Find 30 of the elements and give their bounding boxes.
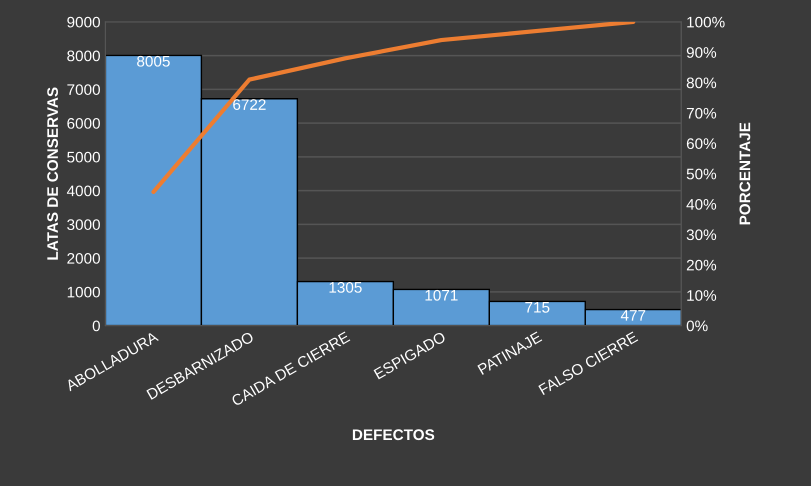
y-tick-label: 5000 xyxy=(67,152,100,163)
y2-tick-label: 100% xyxy=(687,16,725,28)
y2-tick-label: 80% xyxy=(686,77,716,88)
y-tick-label: 4000 xyxy=(66,185,100,196)
data-label: 715 xyxy=(525,302,550,313)
y2-tick-label: 0% xyxy=(686,320,708,332)
y2-tick-label: 40% xyxy=(686,198,716,210)
y2-tick-label: 20% xyxy=(686,260,716,271)
data-label: 1071 xyxy=(425,290,458,301)
y-tick-label: 1000 xyxy=(68,286,100,298)
y2-tick-label: 50% xyxy=(686,168,716,180)
y-tick-label: 9000 xyxy=(67,16,100,28)
y2-tick-label: 60% xyxy=(686,138,716,150)
y-axis-title: LATAS DE CONSERVAS xyxy=(47,87,58,260)
y-tick-label: 0 xyxy=(92,320,100,332)
data-label: 6722 xyxy=(233,99,266,110)
y-tick-label: 7000 xyxy=(67,84,100,96)
y2-tick-label: 70% xyxy=(686,108,716,119)
y-tick-label: 8000 xyxy=(67,50,100,62)
y2-tick-label: 10% xyxy=(687,290,716,301)
y-tick-label: 2000 xyxy=(67,252,100,264)
y2-tick-label: 30% xyxy=(686,229,716,240)
y-tick-label: 3000 xyxy=(67,219,100,230)
data-label: 8005 xyxy=(137,56,170,67)
x-axis-title: DEFECTOS xyxy=(352,429,434,440)
data-label: 477 xyxy=(620,310,646,321)
data-label: 1305 xyxy=(330,282,362,293)
y2-tick-label: 90% xyxy=(686,47,716,58)
y2-axis-title: PORCENTAJE xyxy=(739,122,750,224)
y-tick-label: 6000 xyxy=(67,118,100,129)
